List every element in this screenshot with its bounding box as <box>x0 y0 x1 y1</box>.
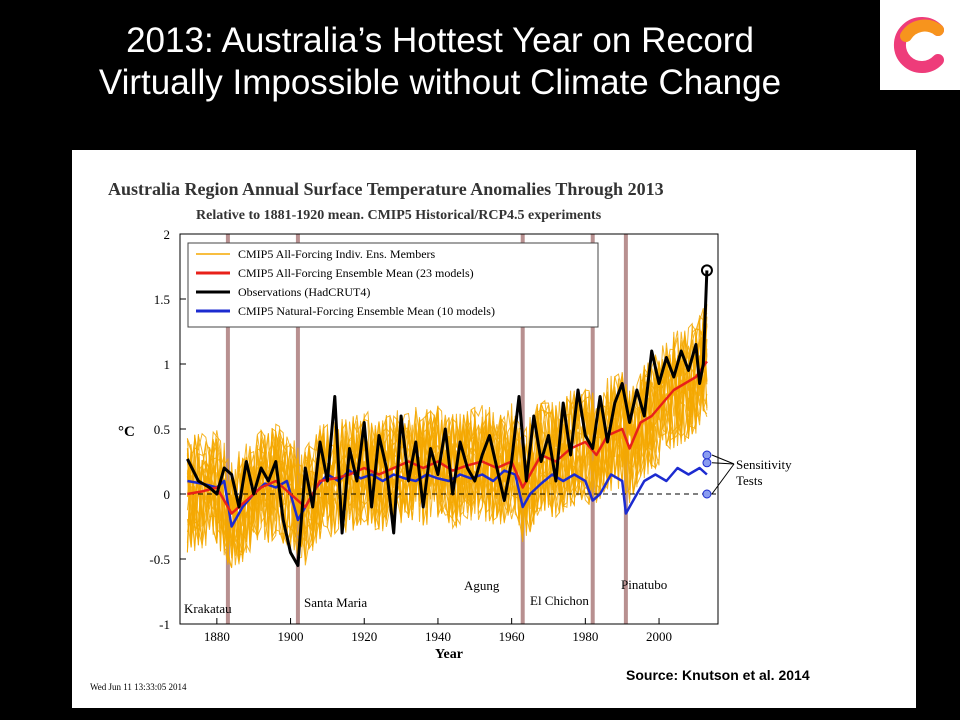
y-tick-label: 1.5 <box>154 292 170 307</box>
sensitivity-pointer <box>711 463 735 495</box>
volcano-line-krakatau <box>225 234 230 624</box>
c-logo-icon <box>893 17 944 73</box>
chart-title: Australia Region Annual Surface Temperat… <box>108 179 664 199</box>
brand-logo <box>880 0 960 90</box>
y-tick-label: -0.5 <box>149 552 170 567</box>
y-tick-label: 0.5 <box>154 422 170 437</box>
volcano-label: Pinatubo <box>621 577 667 592</box>
volcano-line-pinatubo <box>623 234 628 624</box>
ensemble-member-line <box>186 308 708 553</box>
sensitivity-pointer <box>711 454 735 465</box>
source-credit: Source: Knutson et al. 2014 <box>626 667 810 683</box>
x-tick-label: 1920 <box>351 629 377 644</box>
legend-label-natural: CMIP5 Natural-Forcing Ensemble Mean (10 … <box>238 304 495 318</box>
axes: 1880 1900 1920 1940 1960 1980 2000 -1 -0.5 0 0.5 1 1… <box>149 227 672 644</box>
sensitivity-label: Tests <box>736 473 763 488</box>
volcano-line-santa-maria <box>295 234 300 624</box>
temperature-anomaly-chart: 1880 1900 1920 1940 1960 1980 2000 -1 -0.5 0 0.5 1 1… <box>90 179 810 692</box>
series-line-obs <box>186 270 709 567</box>
slide-title: 2013: Australia’s Hottest Year on Record… <box>0 20 880 104</box>
chart-subtitle: Relative to 1881-1920 mean. CMIP5 Histor… <box>196 208 602 223</box>
plot-timestamp: Wed Jun 11 13:33:05 2014 <box>90 682 187 692</box>
chart-panel: 1880 1900 1920 1940 1960 1980 2000 -1 -0.5 0 0.5 1 1… <box>72 150 916 708</box>
x-tick-label: 1940 <box>425 629 451 644</box>
sensitivity-point <box>702 489 712 499</box>
sensitivity-point <box>702 458 712 468</box>
volcano-label: Krakatau <box>184 601 232 616</box>
x-axis-label: Year <box>435 647 463 662</box>
legend-label-obs: Observations (HadCRUT4) <box>238 285 370 299</box>
series-lines <box>186 270 709 567</box>
obs-2013-marker <box>700 264 713 277</box>
legend: CMIP5 All-Forcing Indiv. Ens. Members CMI… <box>187 242 599 328</box>
y-tick-label: 1 <box>164 357 171 372</box>
volcano-label: Santa Maria <box>304 595 367 610</box>
volcano-label: Agung <box>464 578 500 593</box>
y-axis-label: °C <box>118 424 135 440</box>
y-tick-label: 0 <box>164 487 171 502</box>
volcano-label: El Chichon <box>530 593 589 608</box>
x-tick-label: 2000 <box>646 629 672 644</box>
legend-box <box>187 242 599 328</box>
slide-title-line-1: 2013: Australia’s Hottest Year on Record <box>126 21 754 60</box>
slide-title-line-2: Virtually Impossible without Climate Cha… <box>98 63 782 102</box>
x-tick-label: 1900 <box>278 629 304 644</box>
x-tick-label: 1880 <box>204 629 230 644</box>
series-line-allmean <box>187 360 708 515</box>
ensemble-member-line <box>186 312 708 553</box>
sensitivity-label: Sensitivity <box>736 457 792 472</box>
y-tick-label: 2 <box>164 227 171 242</box>
sensitivity-point <box>702 450 712 460</box>
annotations: Krakatau Santa Maria Agung El Chichon Pinatu… <box>184 264 792 616</box>
legend-label-members: CMIP5 All-Forcing Indiv. Ens. Members <box>238 247 436 261</box>
y-tick-label: -1 <box>159 617 170 632</box>
x-tick-label: 1960 <box>499 629 525 644</box>
legend-label-allmean: CMIP5 All-Forcing Ensemble Mean (23 mode… <box>238 266 474 280</box>
x-tick-label: 1980 <box>572 629 598 644</box>
sensitivity-pointer <box>711 462 735 465</box>
